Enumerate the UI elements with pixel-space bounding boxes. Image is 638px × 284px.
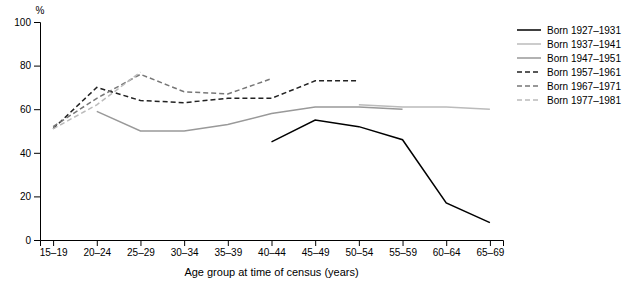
x-axis-label: Age group at time of census (years): [184, 266, 358, 278]
tick-label: 80: [20, 60, 32, 71]
legend-label: Born 1957–1961: [547, 67, 621, 78]
tick: 20–24: [83, 240, 111, 258]
legend-item: Born 1927–1931: [517, 25, 621, 36]
legend-label: Born 1947–1951: [547, 53, 621, 64]
legend-swatch: [517, 99, 541, 101]
tick-label: 20: [20, 191, 32, 202]
tick-mark: [403, 240, 404, 246]
axis-domain: [34, 23, 41, 241]
legend-label: Born 1967–1971: [547, 81, 621, 92]
tick: 0: [25, 235, 40, 246]
tick-mark: [34, 22, 40, 23]
tick-label: 55–59: [389, 247, 417, 258]
tick-mark: [34, 109, 40, 110]
tick: 25–29: [127, 240, 155, 258]
tick-label: 100: [14, 17, 31, 28]
legend-item: Born 1937–1941: [517, 39, 621, 50]
tick-label: 35–39: [214, 247, 242, 258]
tick-label: 15–19: [40, 247, 68, 258]
tick-mark: [490, 240, 491, 246]
legend-swatch: [517, 57, 541, 59]
tick-label: 40: [20, 148, 32, 159]
legend-label: Born 1937–1941: [547, 39, 621, 50]
series-line: [53, 81, 359, 129]
series-lines: [53, 72, 490, 222]
chart: 15–19 20–24 25–29 30–34 35–39 40–44 45–49 50–54…: [0, 0, 638, 284]
tick-mark: [272, 240, 273, 246]
tick: 20: [20, 191, 40, 202]
tick-mark: [228, 240, 229, 246]
tick: 100: [14, 17, 40, 28]
tick: 30–34: [171, 240, 199, 258]
tick-mark: [34, 66, 40, 67]
x-axis: 15–19 20–24 25–29 30–34 35–39 40–44 45–49 50–54…: [40, 240, 505, 258]
tick: 60–64: [433, 240, 461, 258]
series-line: [53, 74, 271, 126]
tick-mark: [34, 240, 40, 241]
legend-label: Born 1977–1981: [547, 95, 621, 106]
tick: 45–49: [302, 240, 330, 258]
tick: 15–19: [40, 240, 68, 258]
tick: 60: [20, 104, 40, 115]
tick-label: 50–54: [345, 247, 373, 258]
tick-label: 20–24: [83, 247, 111, 258]
tick: 80: [20, 60, 40, 71]
legend-swatch: [517, 85, 541, 87]
tick-label: 30–34: [171, 247, 199, 258]
tick-mark: [446, 240, 447, 246]
axis-domain: [41, 241, 504, 247]
tick: 65–69: [476, 240, 504, 258]
tick-label: 45–49: [302, 247, 330, 258]
legend-item: Born 1967–1971: [517, 81, 621, 92]
plot: 15–19 20–24 25–29 30–34 35–39 40–44 45–49 50–54…: [14, 17, 504, 258]
tick-mark: [53, 240, 54, 246]
tick-mark: [34, 153, 40, 154]
legend-label: Born 1927–1931: [547, 25, 621, 36]
legend-swatch: [517, 43, 541, 45]
tick-mark: [315, 240, 316, 246]
tick-mark: [97, 240, 98, 246]
tick-mark: [359, 240, 360, 246]
tick: 40–44: [258, 240, 286, 258]
tick-label: 25–29: [127, 247, 155, 258]
tick: 50–54: [345, 240, 373, 258]
tick-label: 40–44: [258, 247, 286, 258]
legend-item: Born 1977–1981: [517, 95, 621, 106]
tick: 35–39: [214, 240, 242, 258]
tick-mark: [184, 240, 185, 246]
legend: Born 1927–1931 Born 1937–1941 Born 1947–19…: [517, 25, 621, 106]
tick: 55–59: [389, 240, 417, 258]
y-axis: 0 20 40 60 80 100: [14, 17, 40, 246]
series-line: [97, 107, 403, 131]
series-line: [53, 72, 140, 129]
legend-item: Born 1947–1951: [517, 53, 621, 64]
legend-swatch: [517, 71, 541, 73]
tick-label: 0: [25, 235, 31, 246]
y-axis-label: %: [36, 5, 45, 16]
tick-label: 60–64: [433, 247, 461, 258]
series-line: [272, 120, 490, 222]
legend-swatch: [517, 29, 541, 31]
tick-label: 60: [20, 104, 32, 115]
legend-item: Born 1957–1961: [517, 67, 621, 78]
tick: 40: [20, 148, 40, 159]
tick-label: 65–69: [476, 247, 504, 258]
tick-mark: [34, 196, 40, 197]
tick-mark: [140, 240, 141, 246]
